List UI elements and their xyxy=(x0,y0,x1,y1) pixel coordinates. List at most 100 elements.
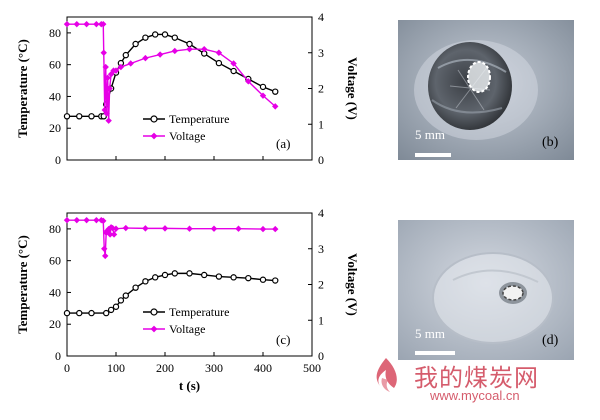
y-tick-label: 40 xyxy=(49,89,61,103)
y2-tick-label: 4 xyxy=(318,10,324,24)
y2-tick-label: 2 xyxy=(318,278,324,292)
data-point xyxy=(171,34,178,41)
y-tick-label: 20 xyxy=(49,317,61,331)
legend-label: Temperature xyxy=(169,112,229,126)
legend: Temperature Voltage xyxy=(143,112,229,143)
data-point xyxy=(186,40,193,48)
data-point xyxy=(103,227,111,235)
data-point xyxy=(259,276,267,283)
data-point xyxy=(272,103,279,110)
data-point xyxy=(259,92,267,99)
data-point xyxy=(210,225,218,232)
data-point xyxy=(93,20,100,28)
data-point xyxy=(102,63,109,71)
data-point xyxy=(88,309,95,317)
legend-marker xyxy=(150,308,158,316)
data-point xyxy=(112,225,120,232)
photo-b-label: (b) xyxy=(542,135,559,150)
data-point xyxy=(76,309,83,317)
data-point xyxy=(83,20,90,28)
data-point xyxy=(104,74,111,81)
data-point xyxy=(122,292,130,299)
data-point xyxy=(235,225,242,232)
data-point xyxy=(103,110,110,117)
y-tick-label: 80 xyxy=(49,26,61,40)
y-tick-label: 60 xyxy=(49,58,61,72)
data-point xyxy=(101,106,108,114)
data-point xyxy=(186,270,193,277)
data-point xyxy=(245,274,252,282)
data-point xyxy=(151,274,159,281)
photo-b-scale-label: 5 mm xyxy=(415,127,445,142)
data-point xyxy=(215,59,223,67)
panel-label: (c) xyxy=(276,332,290,347)
series-temperature xyxy=(63,31,279,120)
x-tick-label: 300 xyxy=(205,361,223,375)
y2-tick-label: 3 xyxy=(318,242,324,256)
data-point xyxy=(102,252,109,260)
data-point xyxy=(259,83,267,91)
legend: Temperature Voltage xyxy=(143,305,229,336)
series-temperature xyxy=(63,270,279,317)
data-point xyxy=(112,303,120,310)
y2-tick-label: 0 xyxy=(318,349,324,363)
photo-d-label: (d) xyxy=(542,333,559,348)
data-point xyxy=(73,20,80,28)
data-point xyxy=(83,216,90,224)
y2-tick-label: 2 xyxy=(318,82,324,96)
data-point xyxy=(161,225,169,232)
y-axis-label: Temperature (°C) xyxy=(15,39,30,138)
data-point xyxy=(101,245,108,252)
x-tick-label: 400 xyxy=(254,361,272,375)
y2-tick-label: 0 xyxy=(318,153,324,167)
data-point xyxy=(117,63,125,71)
data-point xyxy=(272,225,279,233)
data-point xyxy=(215,273,223,280)
data-point xyxy=(93,216,100,224)
data-point xyxy=(107,306,115,314)
data-point xyxy=(156,51,164,58)
data-point xyxy=(201,45,208,53)
y2-axis-label: Voltage (V) xyxy=(345,57,360,120)
x-tick-label: 500 xyxy=(303,361,321,375)
data-point xyxy=(215,49,223,56)
data-point xyxy=(272,88,279,95)
x-axis-label: t (s) xyxy=(179,378,200,393)
data-point xyxy=(230,60,237,67)
legend-label: Voltage xyxy=(169,322,205,336)
data-point xyxy=(100,20,107,28)
legend-marker xyxy=(150,132,158,140)
data-point xyxy=(142,34,149,41)
data-point xyxy=(63,309,71,317)
legend-label: Voltage xyxy=(169,129,205,143)
y2-tick-label: 4 xyxy=(318,206,324,220)
data-point xyxy=(105,117,112,124)
data-point xyxy=(112,67,120,74)
data-point xyxy=(200,271,208,279)
data-point xyxy=(259,225,267,233)
data-point xyxy=(63,216,71,224)
data-point xyxy=(161,31,169,38)
x-tick-label: 100 xyxy=(107,361,125,375)
y-tick-label: 20 xyxy=(49,121,61,135)
data-point xyxy=(230,274,237,281)
data-point xyxy=(142,225,149,232)
series-line xyxy=(67,219,276,256)
data-point xyxy=(230,67,237,75)
photo-d-image xyxy=(398,220,574,360)
data-point xyxy=(132,40,139,48)
y2-axis-label: Voltage (V) xyxy=(345,253,360,316)
series-voltage xyxy=(63,216,279,260)
data-point xyxy=(245,78,252,85)
flame-logo-icon xyxy=(376,358,397,392)
photo-d: 5 mm (d) xyxy=(398,220,574,360)
data-point xyxy=(102,309,110,317)
data-point xyxy=(132,284,139,291)
watermark-url: www.mycoal.cn xyxy=(430,388,520,403)
data-point xyxy=(142,278,149,285)
panel-label: (a) xyxy=(276,136,290,151)
data-point xyxy=(100,217,107,225)
y2-tick-label: 3 xyxy=(318,46,324,60)
y-tick-label: 40 xyxy=(49,285,61,299)
